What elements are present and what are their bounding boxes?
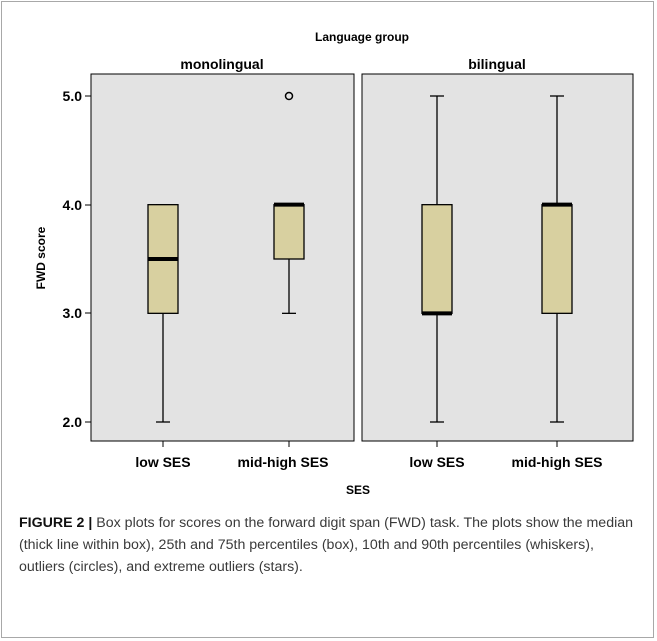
y-tick-2: 2.0 <box>63 414 91 430</box>
box-bilingual-mid-high <box>541 95 573 423</box>
y-tick-5: 5.0 <box>63 88 91 104</box>
box-iqr <box>421 204 453 314</box>
chart-title: Language group <box>315 30 409 44</box>
plot-panel-bilingual <box>361 73 634 442</box>
y-tick-4: 4.0 <box>63 197 91 213</box>
y-axis-label: FWD score <box>34 226 48 289</box>
box-iqr <box>273 204 305 260</box>
outlier-point <box>284 91 294 101</box>
y-tick-label-2: 2.0 <box>63 414 83 430</box>
box-bilingual-low <box>421 95 453 423</box>
caption-text: Box plots for scores on the forward digi… <box>19 515 634 575</box>
x-tick-label-bilingual-low: low SES <box>409 454 464 470</box>
x-tick-monolingual-mid-high: mid-high SES <box>238 441 329 470</box>
panel-header-bilingual: bilingual <box>468 56 526 72</box>
boxes-layer <box>147 91 573 423</box>
x-tick-label-bilingual-mid-high: mid-high SES <box>512 454 603 470</box>
y-tick-label-3: 3.0 <box>63 305 83 321</box>
y-tick-label-5: 5.0 <box>63 88 83 104</box>
figure-caption: FIGURE 2 | Box plots for scores on the f… <box>19 512 634 578</box>
box-monolingual-mid-high <box>273 91 305 314</box>
plot-panel-monolingual <box>90 73 355 442</box>
x-tick-label-monolingual-low: low SES <box>135 454 190 470</box>
box-plot-chart: Language group monolingual bilingual 5.0… <box>34 30 634 497</box>
x-tick-monolingual-low: low SES <box>135 441 191 470</box>
x-axis-label: SES <box>346 483 370 497</box>
y-tick-3: 3.0 <box>63 305 91 321</box>
x-tick-bilingual-mid-high: mid-high SES <box>512 441 603 470</box>
box-iqr <box>541 204 573 314</box>
x-tick-bilingual-low: low SES <box>409 441 465 470</box>
box-monolingual-low <box>147 204 179 423</box>
caption-label: FIGURE 2 | <box>19 515 93 531</box>
x-tick-label-monolingual-mid-high: mid-high SES <box>238 454 329 470</box>
y-tick-label-4: 4.0 <box>63 197 83 213</box>
panel-header-monolingual: monolingual <box>180 56 263 72</box>
